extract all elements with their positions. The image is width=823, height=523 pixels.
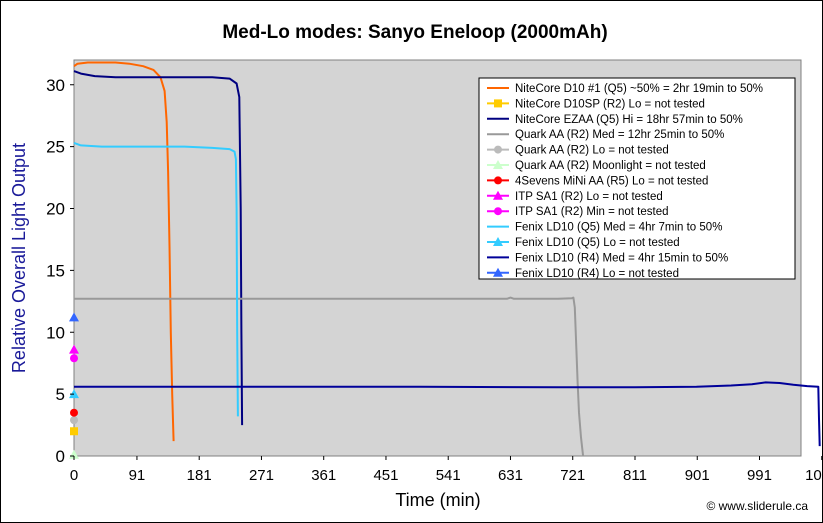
x-tick-label: 991 [747, 467, 772, 484]
legend-label-1: NiteCore D10SP (R2) Lo = not tested [515, 98, 705, 110]
legend-label-10: Fenix LD10 (Q5) Lo = not tested [515, 237, 680, 249]
legend-label-12: Fenix LD10 (R4) Lo = not tested [515, 268, 679, 280]
y-tick-label: 15 [46, 261, 65, 280]
data-point-8 [70, 354, 78, 363]
x-tick-label: 361 [311, 467, 336, 484]
legend-label-4: Quark AA (R2) Lo = not tested [515, 145, 669, 157]
y-tick-label: 5 [56, 385, 65, 404]
data-point-12 [69, 312, 79, 322]
y-tick-label: 30 [46, 76, 65, 95]
y-tick-label: 20 [46, 200, 65, 219]
y-tick-label: 25 [46, 138, 65, 157]
y-tick-label: 10 [46, 323, 65, 342]
legend-label-6: 4Sevens MiNi AA (R5) Lo = not tested [515, 175, 708, 187]
legend-marker-12 [493, 267, 503, 277]
data-point-4 [70, 416, 78, 425]
data-point-7 [69, 344, 79, 354]
series-line-3 [74, 296, 585, 457]
credit-text: © www.sliderule.ca [706, 499, 808, 513]
x-tick-label: 721 [560, 467, 585, 484]
series-line-0 [73, 61, 175, 442]
data-point-5 [69, 449, 79, 459]
legend-label-2: NiteCore EZAA (Q5) Hi = 18hr 57min to 50… [515, 114, 743, 126]
legend: NiteCore D10 #1 (Q5) ~50% = 2hr 19min to… [478, 77, 796, 280]
data-point-6 [70, 408, 78, 417]
x-tick-label: 631 [498, 467, 523, 484]
legend-label-9: Fenix LD10 (Q5) Med = 4hr 7min to 50% [515, 222, 722, 234]
legend-marker-5 [493, 160, 503, 169]
series-line-9 [73, 141, 239, 417]
x-tick-label: 271 [249, 467, 274, 484]
legend-marker-6 [494, 176, 502, 185]
legend-label-5: Quark AA (R2) Moonlight = not tested [515, 160, 706, 172]
legend-marker-10 [493, 237, 503, 246]
legend-label-7: ITP SA1 (R2) Lo = not tested [515, 191, 663, 203]
series-layer [69, 61, 821, 459]
x-tick-label: 91 [129, 467, 146, 484]
x-tick-labels: 0 91 181 271 361 451 541 631 721 811 901 991 1001 [70, 456, 823, 484]
legend-marker-8 [494, 207, 502, 216]
legend-marker-4 [494, 145, 502, 154]
legend-marker-1 [494, 99, 502, 108]
legend-box [478, 77, 796, 280]
x-tick-label: 451 [373, 467, 398, 484]
legend-marker-7 [493, 190, 503, 200]
legend-label-0: NiteCore D10 #1 (Q5) ~50% = 2hr 19min to… [515, 83, 763, 95]
x-tick-label: 811 [623, 467, 647, 484]
x-tick-label: 0 [70, 467, 78, 484]
series-line-2 [73, 70, 244, 426]
chart-title: Med-Lo modes: Sanyo Eneloop (2000mAh) [222, 22, 607, 43]
y-tick-labels: 0 5 10 15 20 25 30 [46, 76, 74, 466]
x-tick-label: 181 [187, 467, 212, 484]
x-tick-label: 901 [685, 467, 710, 484]
legend-label-11: Fenix LD10 (R4) Med = 4hr 15min to 50% [515, 252, 728, 264]
x-tick-label: 541 [436, 467, 461, 484]
legend-label-3: Quark AA (R2) Med = 12hr 25min to 50% [515, 129, 724, 141]
y-tick-label: 0 [56, 447, 65, 466]
data-point-1 [70, 427, 78, 436]
x-tick-label: 1001 [805, 467, 823, 484]
legend-label-8: ITP SA1 (R2) Min = not tested [515, 206, 669, 218]
y-axis-label: Relative Overall Light Output [9, 143, 29, 373]
series-line-11 [74, 381, 821, 447]
x-axis-label: Time (min) [395, 490, 480, 510]
